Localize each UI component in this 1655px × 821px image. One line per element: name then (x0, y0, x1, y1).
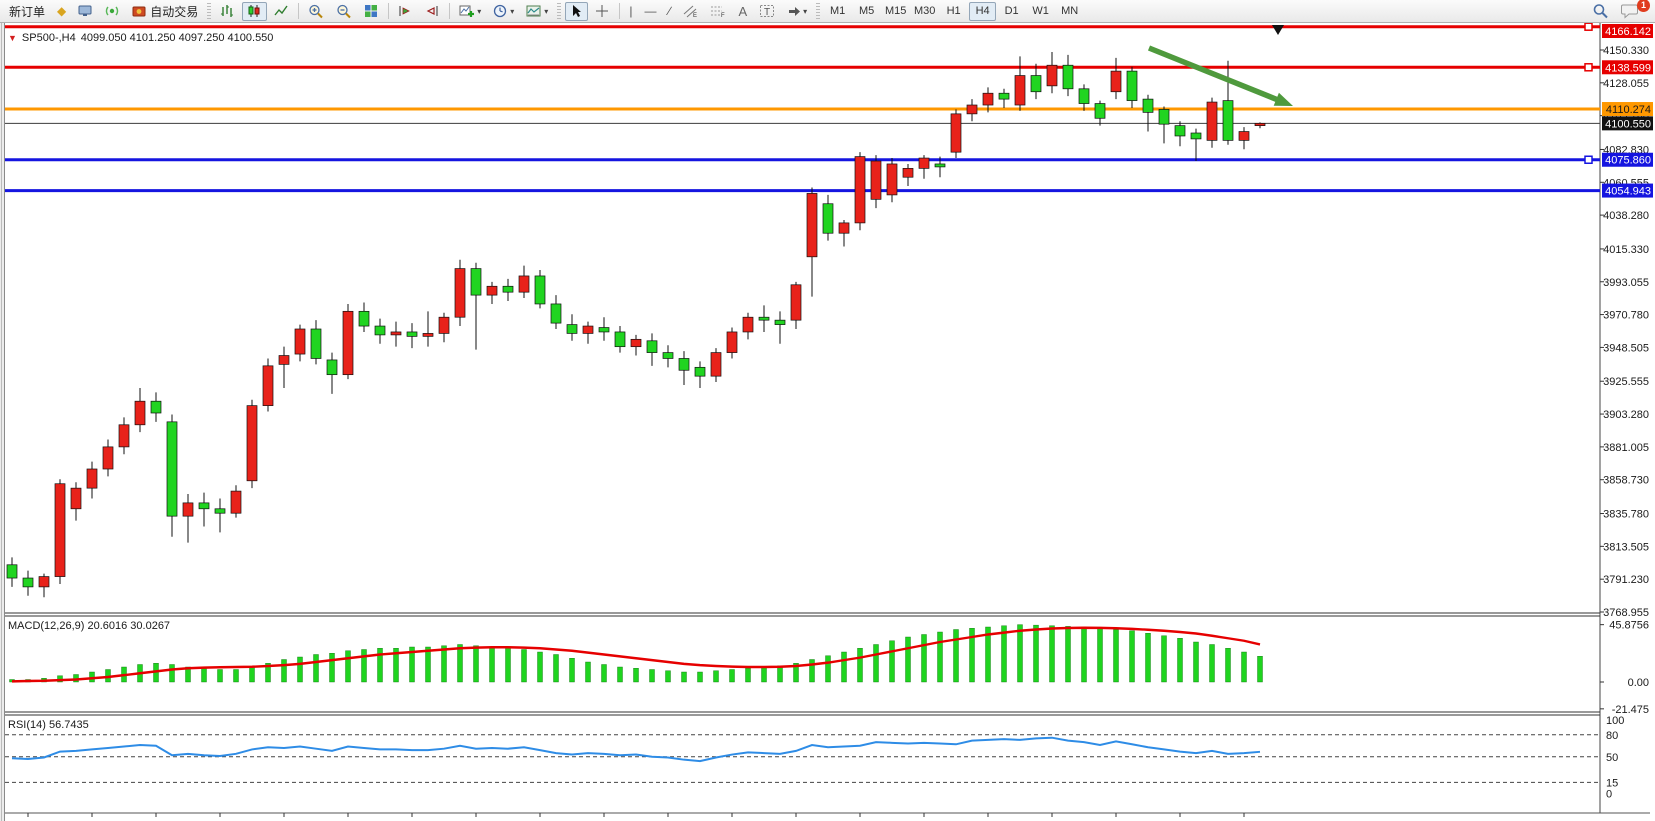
panel-frames (0, 23, 1655, 821)
timeframe-w1-button[interactable]: W1 (1032, 5, 1049, 17)
search-icon[interactable] (1587, 2, 1614, 21)
svg-text:4038.280: 4038.280 (1603, 210, 1649, 222)
toolbar: 新订单 ◆ 自动交易 ▾ ▾ ▾ (0, 0, 1655, 23)
svg-text:3835.780: 3835.780 (1603, 509, 1649, 521)
timeframe-h4-button[interactable]: H4 (969, 1, 997, 21)
svg-text:4054.943: 4054.943 (1605, 186, 1651, 198)
chart-title: ▼ SP500-,H4 4099.050 4101.250 4097.250 4… (8, 32, 273, 44)
toolbar-separator (449, 3, 451, 19)
timeframe-h1-button[interactable]: H1 (946, 5, 961, 17)
toolbar-grip (816, 3, 821, 19)
svg-text:3925.555: 3925.555 (1603, 376, 1649, 388)
svg-text:0: 0 (1606, 788, 1612, 800)
svg-text:4100.550: 4100.550 (1605, 118, 1651, 130)
template-button[interactable]: ▾ (521, 2, 553, 21)
svg-text:0.00: 0.00 (1628, 677, 1649, 689)
chart-canvas[interactable]: 4150.3304128.0554105.7804082.8304060.555… (0, 23, 1655, 821)
candlestick-chart-type-button[interactable] (242, 1, 268, 21)
svg-text:T: T (764, 7, 770, 18)
svg-text:100: 100 (1606, 715, 1624, 727)
vertical-line-tool-button[interactable]: | (629, 4, 633, 18)
fibonacci-tool-button[interactable]: F (705, 2, 731, 21)
down-arrow-marker[interactable] (1272, 25, 1284, 35)
svg-text:4166.142: 4166.142 (1605, 26, 1651, 38)
line-chart-type-button[interactable] (269, 2, 294, 21)
new-chart-button[interactable]: ▾ (454, 2, 486, 21)
autotrading-icon[interactable]: 自动交易 (127, 2, 203, 21)
svg-text:4128.055: 4128.055 (1603, 78, 1649, 90)
svg-text:4150.330: 4150.330 (1603, 45, 1649, 57)
svg-text:15: 15 (1606, 777, 1618, 789)
svg-text:4110.274: 4110.274 (1606, 104, 1651, 116)
svg-text:4138.599: 4138.599 (1605, 62, 1651, 74)
notification-badge: 1 (1637, 0, 1650, 12)
timeframe-m30-button[interactable]: M30 (913, 5, 936, 17)
trend-arrow-annotation[interactable] (1147, 45, 1293, 106)
rsi-panel: 100 80 50 150 (5, 715, 1624, 800)
svg-text:4015.330: 4015.330 (1603, 244, 1649, 256)
period-clock-button[interactable]: ▾ (488, 2, 519, 21)
cursor-tool-button[interactable] (565, 1, 589, 21)
chart-shift-button[interactable] (420, 2, 445, 21)
autotrading-label: 自动交易 (150, 4, 199, 19)
svg-text:4075.860: 4075.860 (1605, 155, 1651, 167)
crosshair-tool-button[interactable] (590, 2, 615, 21)
arrows-tool-button[interactable]: ▾ (782, 2, 812, 21)
svg-text:F: F (721, 13, 725, 18)
text-label-tool-button[interactable]: T (754, 2, 780, 21)
new-order-button[interactable]: 新订单 (9, 4, 46, 19)
svg-text:3993.055: 3993.055 (1603, 277, 1649, 289)
symbol-dropdown-icon[interactable]: ▼ (8, 33, 17, 43)
chart-symbol-period: SP500-,H4 (21, 32, 76, 44)
svg-text:-21.475: -21.475 (1612, 704, 1649, 716)
macd-panel: 45.8756 0.00 -21.475 (9, 620, 1649, 716)
toolbar-separator (619, 3, 621, 19)
gold-ingots-icon[interactable]: ◆ (57, 4, 67, 18)
svg-text:3970.780: 3970.780 (1603, 310, 1649, 322)
svg-text:E: E (693, 13, 697, 18)
timeframe-m15-button[interactable]: M15 (884, 5, 907, 17)
svg-text:80: 80 (1606, 730, 1618, 742)
svg-text:3881.005: 3881.005 (1603, 442, 1649, 454)
price-axis[interactable]: 4150.3304128.0554105.7804082.8304060.555… (1600, 24, 1653, 619)
metaeditor-icon[interactable] (73, 2, 98, 21)
toolbar-grip (207, 3, 212, 19)
horizontal-line-tool-button[interactable]: — (644, 4, 657, 18)
timeframe-m1-button[interactable]: M1 (830, 5, 846, 17)
svg-text:3903.280: 3903.280 (1603, 409, 1649, 421)
tile-windows-button[interactable] (359, 2, 384, 21)
timeframe-m5-button[interactable]: M5 (859, 5, 875, 17)
toolbar-separator (298, 3, 300, 19)
svg-text:45.8756: 45.8756 (1609, 620, 1649, 632)
zoom-out-button[interactable] (331, 2, 357, 21)
rsi-indicator-label: RSI(14) 56.7435 (8, 719, 89, 731)
timeframe-d1-button[interactable]: D1 (1004, 5, 1019, 17)
timeframe-mn-button[interactable]: MN (1061, 5, 1079, 17)
candles (6, 51, 1266, 598)
svg-text:3768.955: 3768.955 (1603, 607, 1649, 619)
zoom-in-button[interactable] (303, 2, 329, 21)
chart-area[interactable]: 4150.3304128.0554105.7804082.8304060.555… (0, 23, 1655, 821)
auto-scroll-button[interactable] (393, 2, 418, 21)
toolbar-separator (388, 3, 390, 19)
bar-chart-type-button[interactable] (215, 2, 240, 21)
text-tool-button[interactable]: A (738, 3, 748, 19)
signals-icon[interactable] (100, 2, 125, 21)
macd-indicator-label: MACD(12,26,9) 20.6016 30.0267 (8, 620, 171, 632)
svg-text:3858.730: 3858.730 (1603, 475, 1649, 487)
svg-text:3948.505: 3948.505 (1603, 342, 1649, 354)
svg-text:3791.230: 3791.230 (1603, 574, 1649, 586)
horizontal-lines[interactable] (5, 23, 1600, 193)
trendline-tool-button[interactable]: ∕ (668, 4, 671, 18)
chart-ohlc-values: 4099.050 4101.250 4097.250 4100.550 (80, 32, 274, 44)
svg-text:50: 50 (1606, 752, 1618, 764)
equidistant-channel-tool-button[interactable]: E (677, 2, 703, 21)
chat-icon[interactable]: 1 (1616, 0, 1650, 21)
svg-text:3813.505: 3813.505 (1603, 541, 1649, 553)
toolbar-grip (557, 3, 562, 19)
